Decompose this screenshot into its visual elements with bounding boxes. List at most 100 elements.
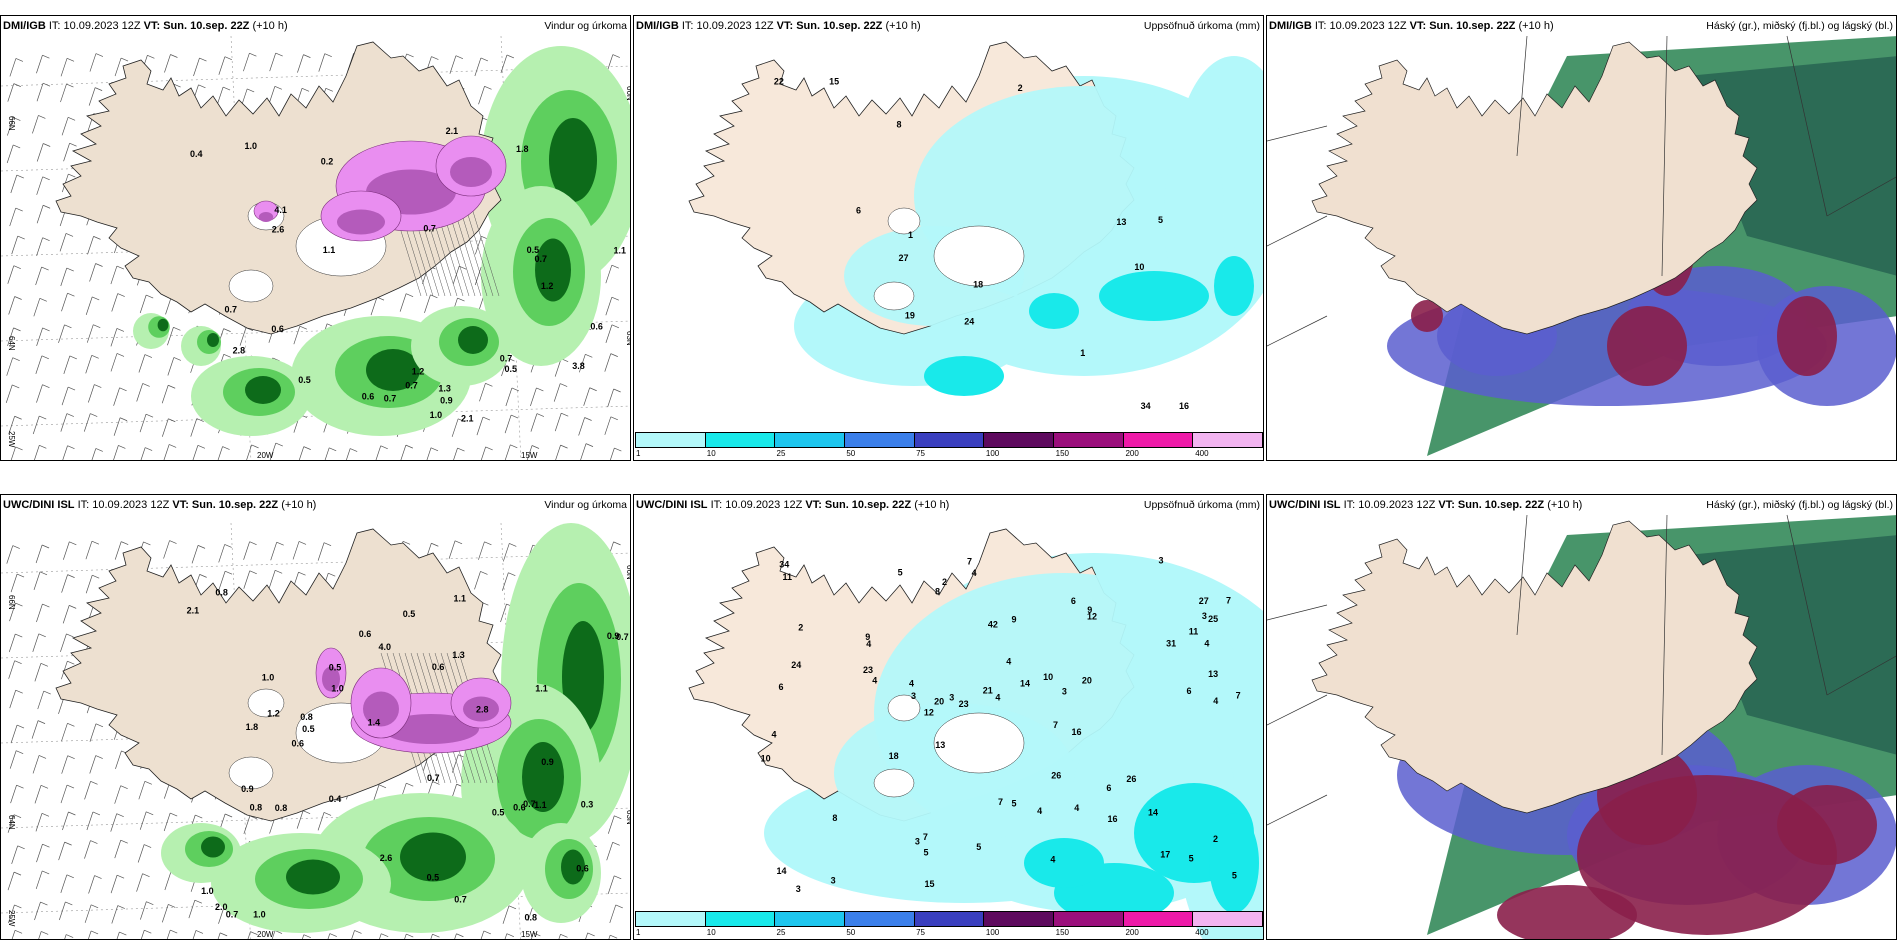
panel-title: Vindur og úrkoma bbox=[544, 20, 627, 32]
wind-barb bbox=[166, 929, 178, 939]
wind-barb bbox=[139, 811, 154, 830]
precip-value-label: 0.8 bbox=[275, 803, 288, 813]
high-cloud-dense-area bbox=[1687, 56, 1896, 276]
colorbar-tick-label: 25 bbox=[776, 449, 786, 458]
precip-value-label: 1.1 bbox=[323, 245, 336, 255]
wind-barb bbox=[246, 444, 259, 460]
accum-value-label: 13 bbox=[1208, 669, 1218, 679]
wind-barb bbox=[317, 812, 332, 831]
lead-time: (+10 h) bbox=[914, 499, 950, 511]
glacier bbox=[933, 225, 1025, 287]
wind-barb bbox=[324, 447, 337, 460]
panel-title: Vindur og úrkoma bbox=[544, 499, 627, 511]
wind-barb bbox=[605, 264, 619, 284]
wind-barb bbox=[478, 85, 492, 105]
precip-heavy-area bbox=[400, 832, 466, 882]
accum-value-label: 4 bbox=[1204, 638, 1209, 648]
wind-barb bbox=[161, 904, 176, 923]
wind-barb bbox=[34, 663, 49, 682]
accum-value-label: 7 bbox=[967, 556, 972, 566]
overlap-cloud-area bbox=[1777, 785, 1877, 865]
wind-barb bbox=[114, 785, 128, 804]
wind-barb bbox=[218, 570, 233, 590]
wind-barb bbox=[6, 357, 20, 376]
wind-barb bbox=[399, 293, 414, 312]
panel-uwc-wind[interactable]: UWC/DINI ISL IT: 10.09.2023 12Z VT: Sun.… bbox=[0, 494, 631, 940]
map-layer bbox=[1267, 514, 1896, 939]
panel-dmi-cloud[interactable]: DMI/IGB IT: 10.09.2023 12Z VT: Sun. 10.s… bbox=[1266, 15, 1897, 461]
wind-barb bbox=[218, 56, 232, 75]
colorbar-segment bbox=[914, 912, 985, 926]
wind-barb bbox=[11, 845, 25, 864]
panel-title: Háský (gr.), miðský (fj.bl.) og lágský (… bbox=[1706, 499, 1893, 511]
wind-barb bbox=[190, 418, 204, 437]
lat-label: 66N bbox=[7, 595, 16, 610]
precip-heavy-area bbox=[207, 333, 219, 347]
wind-precip-map[interactable]: 0.6 0.5 0.4 0.9 1.2 2.6 1.1 0.6 0.5 0.3 1.8 0.7 0.8 0… bbox=[1, 495, 631, 940]
wind-barb bbox=[243, 570, 257, 589]
precip-value-label: 0.2 bbox=[321, 156, 334, 166]
wind-barb bbox=[298, 446, 311, 460]
wind-barb bbox=[33, 297, 47, 317]
wind-barb bbox=[36, 143, 51, 162]
accum-precip-map[interactable]: 3254637435104374324687454743365459443126… bbox=[634, 495, 1264, 940]
wind-precip-map[interactable]: 0.61.20.70.41.12.80.70.70.54.10.63.80.72… bbox=[1, 16, 631, 461]
wind-barb bbox=[7, 327, 21, 346]
panel-uwc-cloud[interactable]: UWC/DINI ISL IT: 10.09.2023 12Z VT: Sun.… bbox=[1266, 494, 1897, 940]
wind-barb bbox=[10, 174, 24, 194]
accum-value-label: 4 bbox=[1074, 803, 1079, 813]
wind-barb bbox=[33, 571, 48, 590]
precip-value-label: 1.0 bbox=[201, 886, 214, 896]
cloud-cover-map[interactable] bbox=[1267, 495, 1897, 940]
issue-time: IT: 10.09.2023 12Z bbox=[710, 499, 803, 511]
panel-dmi-wind[interactable]: DMI/IGB IT: 10.09.2023 12Z VT: Sun. 10.s… bbox=[0, 15, 631, 461]
wind-barb bbox=[116, 931, 127, 939]
accum-value-label: 5 bbox=[1158, 215, 1163, 225]
cloud-cover-map[interactable] bbox=[1267, 16, 1897, 461]
panel-dmi-accum[interactable]: DMI/IGB IT: 10.09.2023 12Z VT: Sun. 10.s… bbox=[633, 15, 1264, 461]
panel-uwc-accum[interactable]: UWC/DINI ISL IT: 10.09.2023 12Z VT: Sun.… bbox=[633, 494, 1264, 940]
precip-value-label: 1.2 bbox=[541, 281, 554, 291]
colorbar-segment bbox=[775, 912, 846, 926]
panel-header: UWC/DINI ISL IT: 10.09.2023 12Z VT: Sun.… bbox=[634, 495, 1263, 515]
precip-value-label: 0.6 bbox=[292, 739, 305, 749]
wind-barb bbox=[430, 933, 440, 939]
precip-10-25-area bbox=[1029, 293, 1079, 329]
valid-time: Sun. 10.sep. 22Z bbox=[796, 20, 883, 32]
lat-label: 25W bbox=[7, 431, 16, 448]
wind-barb bbox=[36, 603, 50, 623]
valid-prefix: VT: bbox=[805, 499, 822, 511]
wind-barb bbox=[8, 633, 23, 653]
precip-value-label: 0.7 bbox=[405, 380, 418, 390]
wind-barb bbox=[140, 929, 152, 939]
accum-value-label: 16 bbox=[1072, 727, 1082, 737]
colorbar-tick-label: 10 bbox=[706, 928, 716, 937]
colorbar-tick-label: 10 bbox=[706, 449, 716, 458]
precip-value-label: 0.9 bbox=[440, 396, 453, 406]
precip-purple-core bbox=[383, 714, 479, 744]
precip-10-25-area bbox=[1214, 256, 1254, 316]
wind-barb bbox=[163, 812, 178, 832]
border-line bbox=[1516, 514, 1896, 756]
iceland-land bbox=[1311, 520, 1758, 814]
accum-value-label: 8 bbox=[896, 120, 901, 130]
wind-barb bbox=[474, 571, 488, 590]
wind-barb bbox=[88, 930, 99, 939]
wind-barb bbox=[269, 442, 283, 460]
model-label: DMI/IGB bbox=[636, 20, 679, 32]
precip-value-label: 0.5 bbox=[329, 662, 342, 672]
issue-time: IT: 10.09.2023 12Z bbox=[48, 20, 141, 32]
wind-barb bbox=[270, 541, 284, 561]
precip-value-label: 0.5 bbox=[527, 245, 540, 255]
precip-value-label: 0.7 bbox=[500, 354, 513, 364]
wind-barb bbox=[110, 328, 125, 347]
wind-barb bbox=[8, 415, 22, 435]
colorbar-segment bbox=[636, 912, 706, 926]
lat-label: 64N bbox=[7, 815, 16, 830]
precip-value-label: 4.1 bbox=[274, 205, 287, 215]
colorbar-tick-label: 75 bbox=[916, 928, 926, 937]
precip-heavy-area bbox=[201, 836, 225, 858]
wind-barb bbox=[111, 905, 125, 924]
accum-value-label: 14 bbox=[1148, 808, 1158, 818]
